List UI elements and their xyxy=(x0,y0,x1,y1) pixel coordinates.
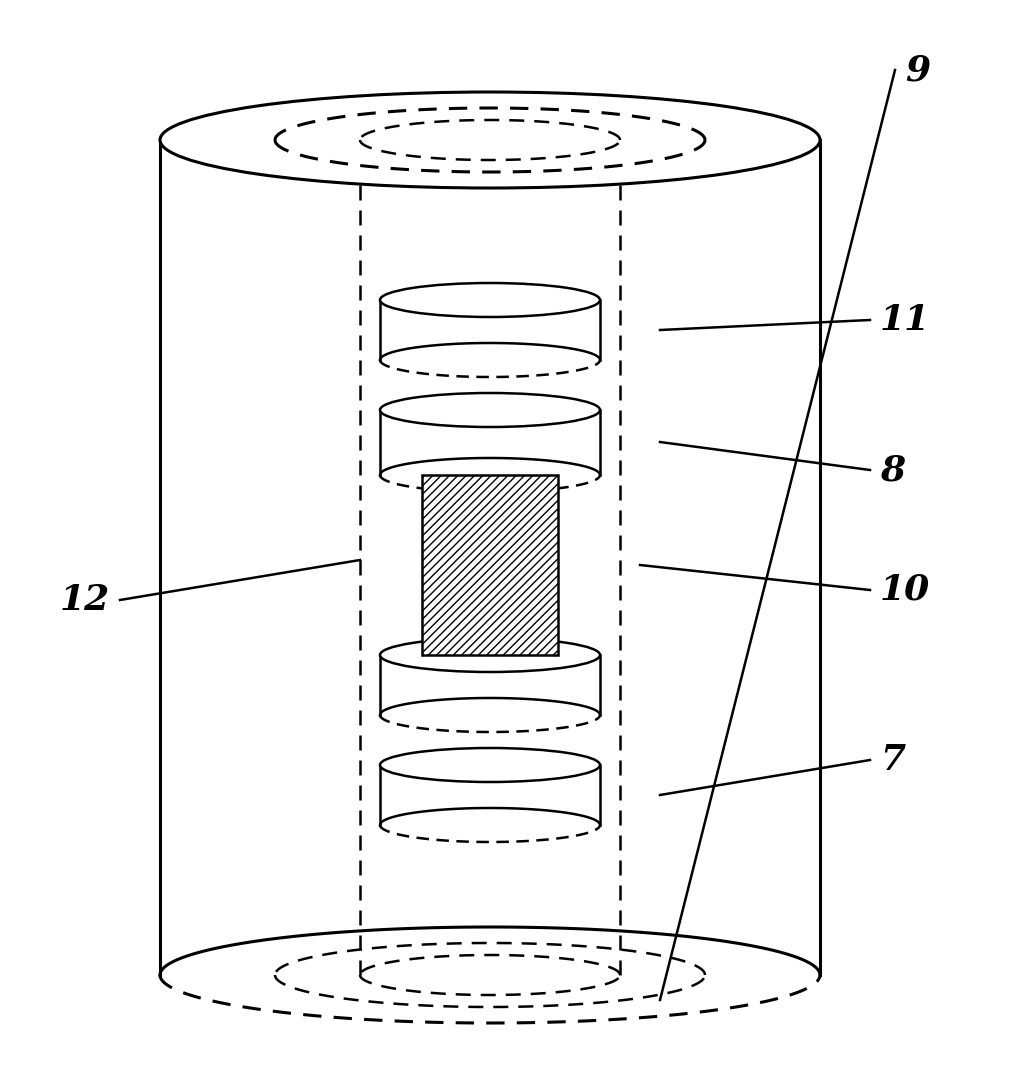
Ellipse shape xyxy=(160,92,820,187)
Text: 11: 11 xyxy=(880,303,930,337)
Ellipse shape xyxy=(380,638,600,673)
Text: 10: 10 xyxy=(880,573,930,607)
Text: 7: 7 xyxy=(880,743,905,777)
Ellipse shape xyxy=(380,748,600,782)
Text: 9: 9 xyxy=(905,53,930,87)
Ellipse shape xyxy=(380,283,600,317)
Polygon shape xyxy=(380,765,600,825)
Text: 12: 12 xyxy=(60,583,110,617)
Text: 8: 8 xyxy=(880,453,905,487)
Polygon shape xyxy=(380,655,600,715)
Bar xyxy=(422,475,558,655)
Polygon shape xyxy=(380,410,600,475)
Ellipse shape xyxy=(380,393,600,427)
Polygon shape xyxy=(380,300,600,360)
